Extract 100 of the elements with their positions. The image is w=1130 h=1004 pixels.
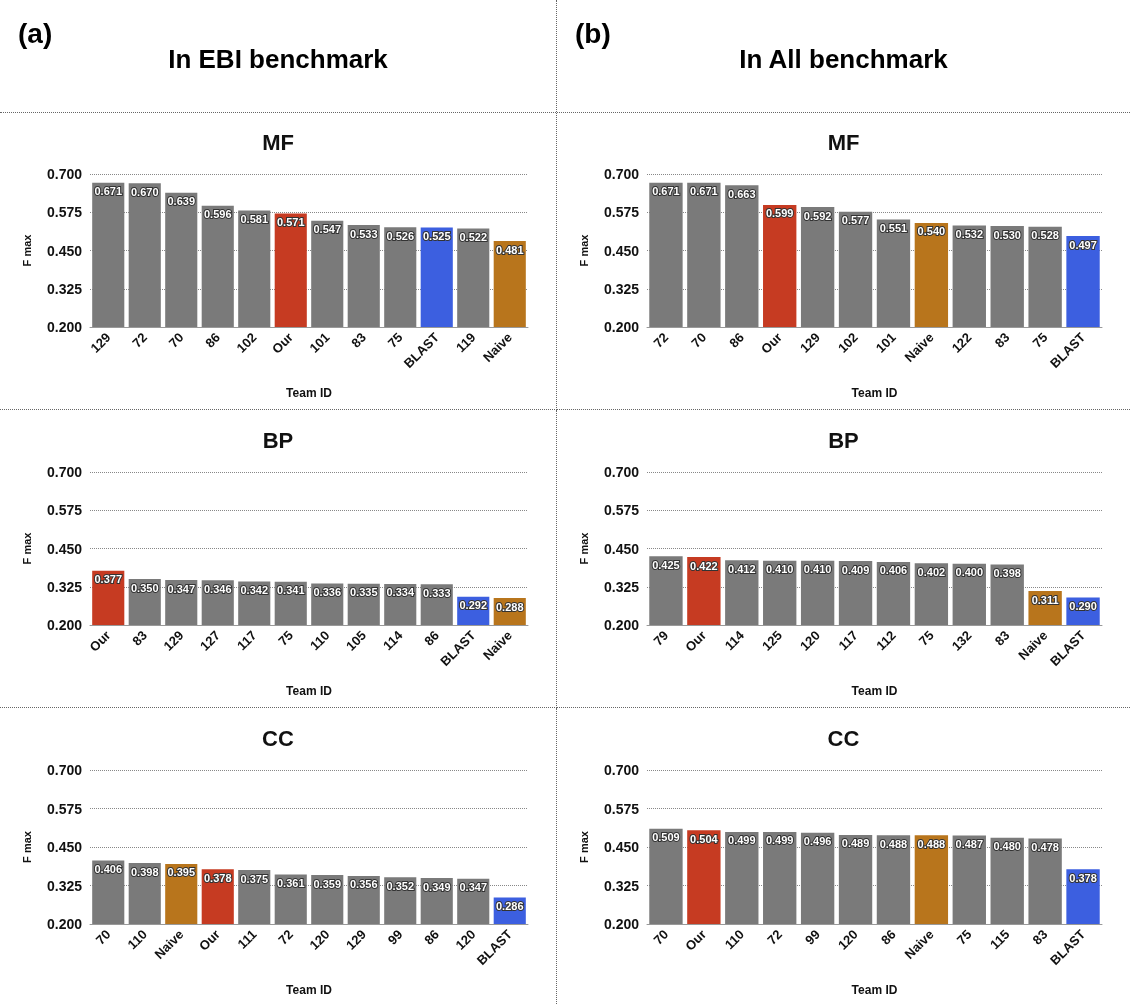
data-label: 0.406: [879, 564, 908, 577]
data-label: 0.480: [993, 840, 1021, 853]
data-label: 0.356: [349, 878, 378, 891]
data-label: 0.395: [167, 866, 196, 879]
y-tick-label: 0.700: [46, 166, 83, 182]
y-tick-label: 0.450: [603, 242, 640, 259]
x-tick-label: 120: [797, 627, 823, 654]
data-label: 0.377: [94, 573, 123, 586]
data-label: 0.422: [690, 559, 718, 572]
data-label: 0.347: [167, 582, 196, 595]
chart-title: CC: [827, 725, 860, 751]
y-tick-label: 0.700: [603, 166, 640, 182]
y-tick-label: 0.450: [46, 242, 83, 259]
data-label: 0.378: [203, 871, 232, 884]
y-tick-label: 0.450: [603, 540, 640, 557]
data-label: 0.533: [349, 227, 378, 240]
y-tick-label: 0.575: [46, 204, 83, 221]
y-tick-label: 0.325: [46, 280, 83, 297]
x-tick-label: 110: [721, 926, 748, 953]
data-label: 0.336: [313, 585, 342, 598]
chart-title: BP: [262, 427, 294, 453]
x-tick-label: 72: [129, 329, 151, 351]
y-axis-title: F max: [20, 233, 33, 267]
y-tick-label: 0.575: [603, 502, 640, 519]
y-tick-label: 0.700: [46, 464, 83, 480]
x-tick-label: 83: [129, 627, 151, 649]
text: (b): [575, 18, 611, 50]
data-label: 0.481: [495, 243, 524, 256]
x-tick-label: 83: [1029, 926, 1051, 948]
data-label: 0.592: [803, 209, 832, 222]
data-label: 0.599: [765, 207, 794, 220]
x-tick-label: 86: [202, 329, 224, 351]
x-tick-label: 102: [233, 329, 260, 356]
data-label: 0.671: [94, 185, 123, 198]
chart-title: CC: [262, 725, 294, 751]
text: In EBI benchmark: [168, 44, 388, 74]
x-tick-label: 70: [688, 329, 710, 351]
x-tick-label: Our: [682, 926, 710, 954]
x-tick-label: 110: [124, 926, 151, 953]
x-tick-label: 117: [835, 627, 861, 654]
x-tick-label: 86: [877, 926, 899, 948]
data-label: 0.409: [841, 563, 870, 576]
data-label: 0.352: [386, 879, 415, 892]
y-tick-label: 0.450: [603, 839, 640, 855]
data-label: 0.639: [167, 195, 196, 208]
data-label: 0.341: [276, 584, 305, 597]
y-tick-label: 0.575: [46, 502, 83, 519]
data-label: 0.596: [203, 208, 232, 221]
y-tick-label: 0.200: [46, 916, 83, 932]
data-label: 0.547: [313, 223, 342, 236]
y-tick-label: 0.575: [46, 800, 83, 817]
chart-title: MF: [262, 129, 294, 155]
x-tick-label: 129: [797, 329, 823, 356]
data-label: 0.671: [690, 185, 718, 198]
x-tick-label: 86: [726, 329, 748, 351]
data-label: 0.478: [1031, 840, 1059, 853]
data-label: 0.581: [240, 212, 269, 225]
data-label: 0.334: [386, 586, 415, 599]
data-label: 0.425: [652, 558, 680, 571]
x-tick-label: 112: [873, 627, 899, 654]
data-label: 0.288: [495, 600, 524, 613]
chart-title: MF: [827, 129, 860, 155]
x-tick-label: 70: [165, 329, 187, 351]
x-tick-label: 99: [384, 926, 406, 948]
x-tick-label: 114: [721, 627, 748, 654]
x-tick-label: 79: [650, 627, 672, 649]
y-tick-label: 0.200: [46, 617, 83, 633]
y-tick-label: 0.200: [603, 319, 640, 335]
data-label: 0.530: [993, 228, 1021, 241]
y-tick-label: 0.325: [603, 877, 640, 894]
data-label: 0.487: [955, 838, 984, 851]
x-tick-label: 75: [275, 627, 297, 649]
y-axis-title: F max: [20, 531, 33, 565]
data-label: 0.663: [728, 187, 756, 200]
data-label: 0.532: [955, 227, 984, 240]
data-label: 0.290: [1069, 599, 1097, 612]
x-tick-label: 129: [160, 627, 187, 654]
y-tick-label: 0.575: [603, 800, 640, 817]
text: (a): [18, 18, 53, 50]
data-label: 0.410: [803, 563, 832, 576]
data-label: 0.335: [349, 586, 378, 599]
data-label: 0.504: [690, 832, 719, 845]
x-tick-label: 75: [384, 329, 406, 351]
x-tick-label: Our: [196, 926, 224, 954]
x-tick-label: 83: [991, 329, 1013, 351]
y-tick-label: 0.325: [46, 877, 83, 894]
y-tick-label: 0.575: [603, 204, 640, 221]
data-label: 0.509: [652, 831, 680, 844]
data-label: 0.347: [459, 881, 488, 894]
x-tick-label: 117: [234, 627, 260, 654]
data-label: 0.286: [495, 900, 524, 913]
x-tick-label: Our: [682, 627, 710, 655]
data-label: 0.311: [1031, 593, 1059, 606]
y-tick-label: 0.700: [603, 762, 640, 778]
data-label: 0.670: [130, 185, 159, 198]
x-tick-label: 102: [834, 329, 861, 356]
x-axis-title: Team ID: [851, 983, 898, 997]
x-tick-label: 72: [764, 926, 786, 948]
x-tick-label: 72: [650, 329, 672, 351]
x-tick-label: 125: [759, 627, 786, 654]
